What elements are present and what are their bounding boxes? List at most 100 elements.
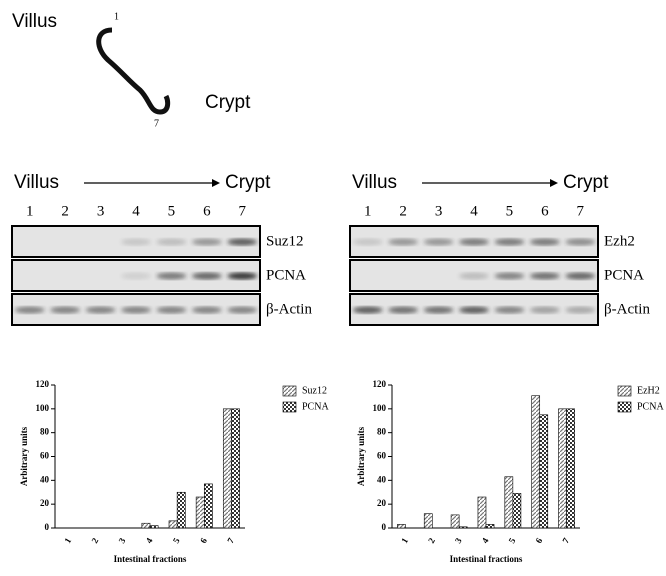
- blot-band: [191, 272, 222, 280]
- blot-row-label: Ezh2: [604, 233, 635, 249]
- x-tick-label: 1: [62, 536, 73, 545]
- blot-to: Crypt: [563, 172, 609, 193]
- blot-band: [459, 272, 489, 280]
- lane-number: 5: [506, 203, 514, 219]
- bar: [458, 526, 468, 529]
- bar: [423, 513, 433, 529]
- bar: [485, 524, 495, 529]
- blot-band: [459, 238, 489, 246]
- blot-band: [529, 306, 560, 314]
- x-tick-label: 1: [399, 536, 410, 545]
- bar: [558, 408, 567, 529]
- legend-label: PCNA: [302, 401, 329, 412]
- legend-swatch: [617, 401, 632, 413]
- blot-band: [191, 306, 222, 314]
- blot-band: [121, 238, 151, 246]
- blot-band: [565, 272, 596, 280]
- bar: [141, 522, 151, 529]
- blot-band: [14, 306, 45, 314]
- y-tick-label: 60: [377, 451, 387, 461]
- y-tick-label: 0: [45, 522, 50, 532]
- x-tick-label: 7: [560, 536, 571, 545]
- y-tick-label: 0: [382, 522, 387, 532]
- villus-label: Villus: [12, 11, 57, 32]
- blot-band: [494, 238, 525, 246]
- y-tick-label: 120: [36, 379, 50, 389]
- blot-band: [388, 306, 419, 314]
- blot-band: [423, 306, 454, 314]
- x-tick-label: 3: [117, 536, 128, 545]
- blot-row-label: Suz12: [266, 233, 304, 249]
- bar: [477, 496, 487, 529]
- x-tick-label: 5: [507, 536, 518, 545]
- legend-label: EzH2: [637, 385, 660, 396]
- bar: [195, 496, 205, 529]
- x-tick-label: 2: [426, 536, 437, 545]
- blot-band: [565, 238, 596, 246]
- blot-band: [121, 272, 151, 280]
- lane-number: 5: [168, 203, 176, 219]
- x-tick-label: 4: [144, 536, 155, 545]
- blot-row-label: PCNA: [604, 267, 644, 283]
- top-index: 1: [114, 11, 119, 22]
- bar: [450, 514, 460, 529]
- x-tick-label: 3: [453, 536, 464, 545]
- blot-band: [85, 306, 116, 314]
- blot-band: [227, 306, 258, 314]
- y-tick-label: 80: [40, 427, 50, 437]
- y-tick-label: 80: [377, 427, 387, 437]
- x-tick-label: 7: [225, 536, 236, 545]
- arrow-head: [550, 179, 558, 187]
- bar: [397, 524, 406, 529]
- blot-band: [191, 238, 222, 246]
- lane-number: 7: [577, 203, 585, 219]
- y-tick-label: 60: [40, 451, 50, 461]
- blot-band: [388, 238, 419, 246]
- lane-number: 3: [435, 203, 443, 219]
- lane-number: 6: [541, 203, 549, 219]
- bar: [176, 491, 186, 529]
- blot-row-label: β-Actin: [604, 301, 650, 317]
- bar: [231, 408, 240, 529]
- blot-band: [227, 272, 258, 280]
- crypt-label: Crypt: [205, 92, 251, 113]
- x-tick-label: 6: [533, 536, 544, 545]
- bar: [222, 408, 232, 529]
- blot-band: [494, 306, 525, 314]
- y-tick-label: 20: [40, 498, 50, 508]
- bar: [531, 395, 541, 529]
- blot-band: [459, 306, 489, 314]
- lane-number: 7: [239, 203, 247, 219]
- arrow-head: [212, 179, 220, 187]
- blot-band: [352, 238, 383, 246]
- x-axis-label: Intestinal fractions: [114, 554, 187, 564]
- lane-number: 2: [61, 203, 69, 219]
- blot-band: [156, 306, 187, 314]
- legend-swatch: [282, 385, 297, 397]
- y-axis-label: Arbitrary units: [356, 426, 366, 486]
- blot-from: Villus: [14, 172, 59, 193]
- y-tick-label: 40: [40, 474, 50, 484]
- blot-band: [352, 306, 383, 314]
- lane-number: 4: [470, 203, 478, 219]
- x-axis-label: Intestinal fractions: [450, 554, 523, 564]
- blot-band: [529, 272, 560, 280]
- bar: [504, 476, 514, 529]
- y-tick-label: 120: [373, 379, 387, 389]
- lane-number: 1: [364, 203, 372, 219]
- bar: [203, 483, 213, 529]
- bar: [512, 493, 522, 529]
- blot-from: Villus: [352, 172, 397, 193]
- blot-band: [156, 272, 187, 280]
- legend-label: Suz12: [302, 385, 327, 396]
- legend-swatch: [282, 401, 297, 413]
- bar: [539, 414, 549, 529]
- y-tick-label: 20: [377, 498, 387, 508]
- blot-band: [121, 306, 151, 314]
- blot-row-label: PCNA: [266, 267, 306, 283]
- blot-band: [156, 238, 187, 246]
- y-tick-label: 100: [36, 403, 50, 413]
- blot-row-label: β-Actin: [266, 301, 312, 317]
- legend-swatch: [617, 385, 632, 397]
